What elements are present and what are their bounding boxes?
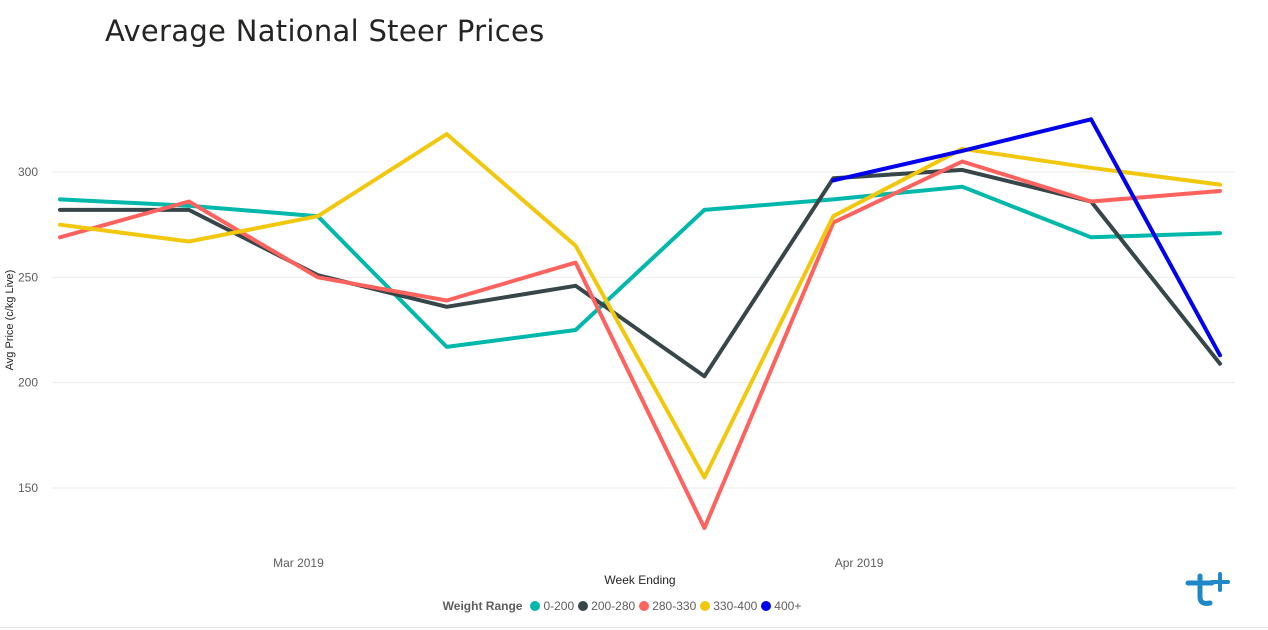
legend-item-200-280[interactable]: 200-280 bbox=[578, 599, 635, 613]
x-tick-label: Apr 2019 bbox=[835, 556, 884, 570]
legend-dot-icon bbox=[700, 601, 711, 611]
legend-item-280-330[interactable]: 280-330 bbox=[639, 599, 696, 613]
x-axis-ticks: Mar 2019 Apr 2019 bbox=[273, 556, 884, 570]
legend-label: 330-400 bbox=[713, 599, 758, 613]
series-line-280-330[interactable] bbox=[58, 159, 1222, 530]
legend-label: 0-200 bbox=[543, 599, 575, 613]
legend-label: 280-330 bbox=[652, 599, 697, 613]
legend-title: Weight Range bbox=[442, 599, 523, 613]
t-plus-logo-icon bbox=[1185, 572, 1230, 606]
x-tick-label: Mar 2019 bbox=[273, 556, 324, 570]
legend: Weight Range 0-200 200-280 280-330 330-400 4… bbox=[0, 597, 1258, 615]
y-tick-label: 250 bbox=[18, 270, 38, 284]
y-tick-label: 150 bbox=[18, 481, 38, 495]
series-line-400+[interactable] bbox=[831, 117, 1222, 358]
x-axis-label: Week Ending bbox=[604, 573, 675, 587]
series-lines bbox=[58, 117, 1222, 530]
legend-dot-icon bbox=[761, 601, 772, 611]
legend-item-330-400[interactable]: 330-400 bbox=[700, 599, 757, 613]
gridlines bbox=[52, 171, 1235, 489]
chart-title: Average National Steer Prices bbox=[105, 14, 545, 48]
y-axis-ticks: 150 200 250 300 bbox=[18, 165, 38, 495]
bottom-divider bbox=[0, 627, 1268, 628]
legend-dot-icon bbox=[639, 601, 650, 611]
legend-dot-icon bbox=[578, 601, 589, 611]
legend-label: 400+ bbox=[774, 599, 802, 613]
y-axis-label: Avg Price (c/kg Live) bbox=[4, 270, 16, 371]
legend-items: 0-200 200-280 280-330 330-400 400+ bbox=[530, 599, 805, 613]
legend-item-0-200[interactable]: 0-200 bbox=[530, 599, 574, 613]
legend-dot-icon bbox=[530, 601, 541, 611]
series-line-0-200[interactable] bbox=[58, 184, 1222, 349]
y-tick-label: 300 bbox=[18, 165, 38, 179]
y-tick-label: 200 bbox=[18, 376, 38, 390]
legend-label: 200-280 bbox=[591, 599, 636, 613]
legend-item-400+[interactable]: 400+ bbox=[761, 599, 801, 613]
series-line-200-280[interactable] bbox=[58, 167, 1222, 379]
series-line-330-400[interactable] bbox=[58, 132, 1222, 480]
